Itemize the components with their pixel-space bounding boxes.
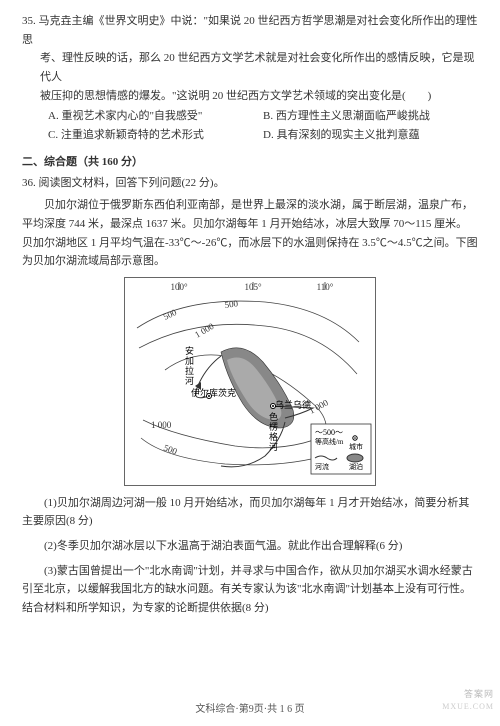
svg-text:色楞格河: 色楞格河 bbox=[269, 411, 278, 452]
svg-text:1 000: 1 000 bbox=[193, 321, 216, 340]
q35-option-d: D. 具有深刻的现实主义批判意蕴 bbox=[263, 126, 478, 145]
q35-line2: 考、理性反映的话，那么 20 世纪西方文学艺术就是对社会变化所作出的感情反映，它… bbox=[22, 49, 478, 86]
baikal-map: 100°105°110° 5005001 0001 0001 000500 bbox=[124, 277, 376, 486]
svg-text:500: 500 bbox=[162, 307, 179, 322]
q36-passage: 贝加尔湖位于俄罗斯东西伯利亚南部，是世界上最深的淡水湖，属于断层湖，温泉广布，平… bbox=[22, 196, 478, 271]
q36-sub2: (2)冬季贝加尔湖冰层以下水温高于湖泊表面气温。就此作出合理解释(6 分) bbox=[22, 537, 478, 556]
svg-text:500: 500 bbox=[224, 298, 239, 310]
svg-text:105°: 105° bbox=[244, 282, 262, 292]
q35-options: A. 重视艺术家内心的"自我感受" B. 西方理性主义思潮面临严峻挑战 C. 注… bbox=[22, 107, 478, 144]
svg-text:500: 500 bbox=[162, 442, 179, 456]
svg-text:110°: 110° bbox=[317, 282, 334, 292]
svg-text:100°: 100° bbox=[170, 282, 188, 292]
svg-text:安加拉河: 安加拉河 bbox=[185, 345, 194, 386]
q36-sub1: (1)贝加尔湖周边河湖一般 10 月开始结冰，而贝加尔湖每年 1 月才开始结冰，… bbox=[22, 494, 478, 531]
section-2-heading: 二、综合题（共 160 分） bbox=[22, 153, 478, 172]
q35-option-c: C. 注重追求新颖奇特的艺术形式 bbox=[48, 126, 263, 145]
q35-option-b: B. 西方理性主义思潮面临严峻挑战 bbox=[263, 107, 478, 126]
watermark-url: MXUE.COM bbox=[442, 700, 494, 714]
q35-stem: 35. 马克垚主编《世界文明史》中说："如果说 20 世纪西方哲学思潮是对社会变… bbox=[22, 12, 478, 105]
q36-sub3: (3)蒙古国曾提出一个"北水南调"计划，并寻求与中国合作，欲从贝加尔湖买水调水经… bbox=[22, 562, 478, 618]
q35-line1: 35. 马克垚主编《世界文明史》中说："如果说 20 世纪西方哲学思潮是对社会变… bbox=[22, 12, 478, 49]
svg-text:湖泊: 湖泊 bbox=[349, 462, 363, 471]
svg-text:河流: 河流 bbox=[315, 462, 329, 471]
svg-text:等高线/m: 等高线/m bbox=[315, 437, 344, 446]
svg-text:城市: 城市 bbox=[349, 442, 363, 451]
svg-text:乌兰乌德: 乌兰乌德 bbox=[275, 399, 311, 410]
svg-text:1 000: 1 000 bbox=[151, 420, 172, 430]
figure-wrap: 100°105°110° 5005001 0001 0001 000500 bbox=[22, 277, 478, 486]
q35-option-a: A. 重视艺术家内心的"自我感受" bbox=[48, 107, 263, 126]
svg-text:伊尔库茨克: 伊尔库茨克 bbox=[191, 387, 236, 398]
q36-lead: 36. 阅读图文材料，回答下列问题(22 分)。 bbox=[22, 174, 478, 193]
svg-text:～500～: ～500～ bbox=[315, 428, 343, 437]
q35-line3: 被压抑的思想情感的爆发。"这说明 20 世纪西方文学艺术领域的突出变化是( ) bbox=[22, 87, 478, 106]
page-footer: 文科综合·第9页·共 1 6 页 bbox=[0, 701, 500, 718]
question-35: 35. 马克垚主编《世界文明史》中说："如果说 20 世纪西方哲学思潮是对社会变… bbox=[22, 12, 478, 145]
